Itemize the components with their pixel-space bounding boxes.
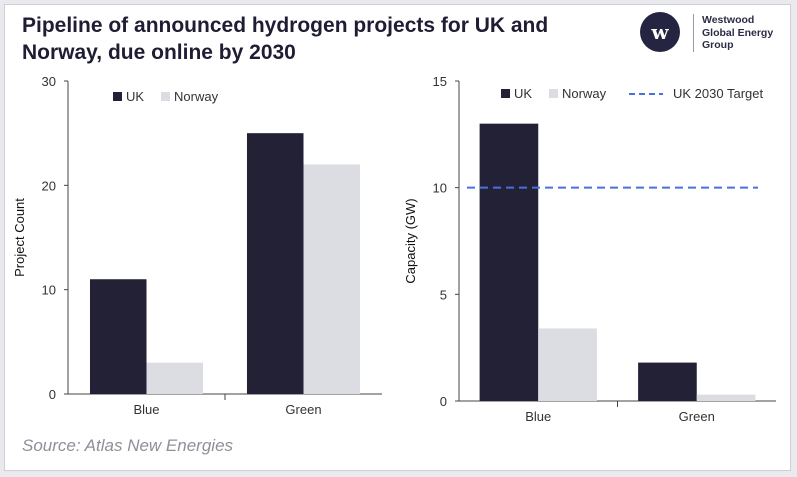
logo-mark: w — [651, 20, 669, 44]
chart1-legend-label-uk: UK — [126, 89, 144, 104]
chart1-legend-swatch-norway — [161, 92, 170, 101]
chart2-bar-norway-green — [696, 394, 756, 401]
chart2-legend-swatch-norway — [549, 89, 558, 98]
chart2-legend-label-target: UK 2030 Target — [673, 86, 763, 101]
chart1-bar-uk-green — [246, 133, 304, 394]
source-note: Source: Atlas New Energies — [22, 436, 234, 455]
logo-line-3: Group — [702, 39, 734, 51]
chart1-bar-norway-green — [303, 164, 361, 394]
chart2-y-tick-label: 0 — [440, 394, 447, 409]
chart2-legend-label-norway: Norway — [562, 86, 607, 101]
chart1-legend-swatch-uk — [113, 92, 122, 101]
logo-circle-icon — [640, 12, 680, 52]
page-title: Pipeline of announced hydrogen projects … — [22, 14, 549, 64]
chart2-x-tick-label: Green — [679, 409, 715, 424]
chart1-bar-norway-blue — [146, 362, 204, 394]
logo-text: Westwood Global Energy Group — [702, 14, 792, 52]
chart1-y-tick-label: 10 — [42, 283, 56, 298]
chart1-bar-uk-blue — [89, 279, 147, 394]
chart2-bar-uk-green — [638, 362, 697, 401]
chart1-y-tick-label: 20 — [42, 178, 56, 193]
logo-line-1: Westwood — [702, 14, 755, 26]
chart2-y-tick-label: 15 — [433, 74, 447, 89]
chart1-y-tick-label: 30 — [42, 74, 56, 89]
westwood-logo: w Westwood Global Energy Group — [640, 12, 790, 54]
logo-line-2: Global Energy — [702, 26, 774, 39]
chart2-bar-uk-blue — [479, 123, 539, 402]
chart1-legend-label-norway: Norway — [174, 89, 219, 104]
chart2-y-tick-label: 10 — [433, 181, 447, 196]
chart1-x-tick-label: Blue — [133, 402, 159, 417]
chart1-y-axis-label: Project Count — [12, 198, 27, 277]
chart1-x-tick-label: Green — [285, 402, 321, 417]
chart1-y-tick-label: 0 — [49, 387, 56, 402]
chart2-y-axis-label: Capacity (GW) — [403, 198, 418, 283]
chart2-legend-swatch-uk — [501, 89, 510, 98]
chart2-bar-norway-blue — [538, 328, 597, 401]
chart2-legend-label-uk: UK — [514, 86, 532, 101]
logo-divider — [693, 14, 694, 52]
chart2-y-tick-label: 5 — [440, 287, 447, 302]
chart2-x-tick-label: Blue — [525, 409, 551, 424]
